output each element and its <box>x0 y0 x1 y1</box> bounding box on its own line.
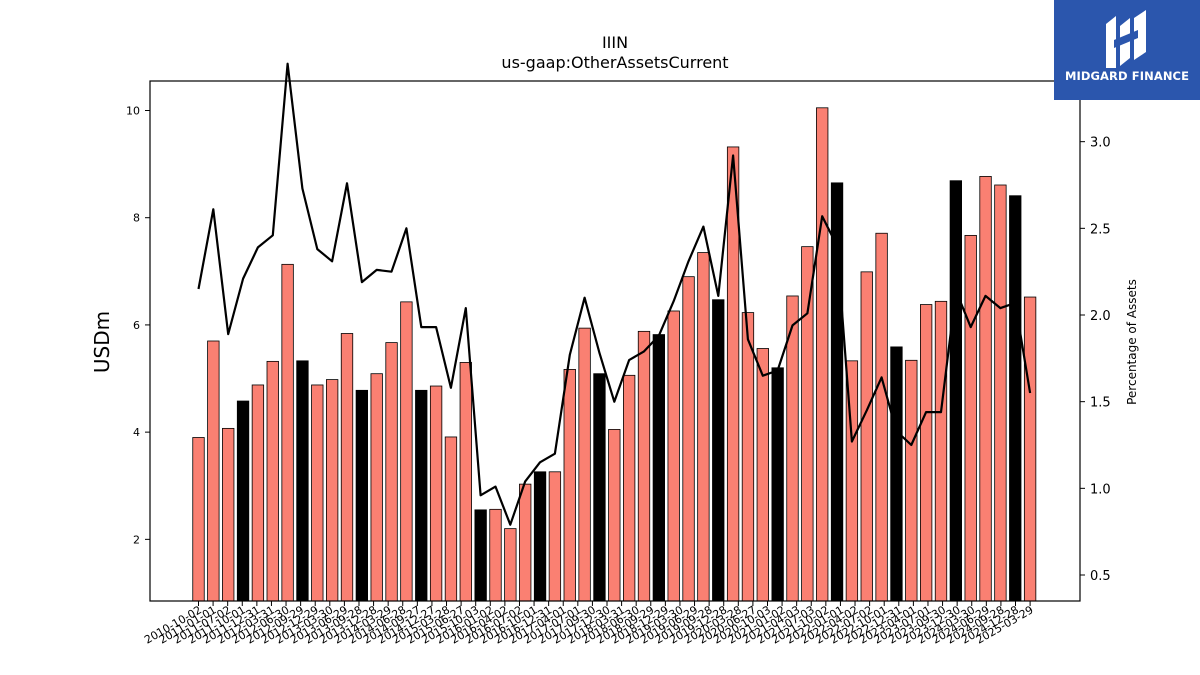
bar <box>251 384 265 602</box>
bar <box>712 299 725 602</box>
y2-tick-label: 2.5 <box>1090 222 1111 237</box>
bar <box>400 301 413 602</box>
y2-tick-label: 1.0 <box>1090 482 1111 497</box>
y-tick-label: 10 <box>126 104 140 117</box>
bar <box>593 373 606 602</box>
bar <box>994 184 1007 602</box>
bar <box>637 330 651 602</box>
bar <box>296 360 309 602</box>
bar <box>1023 296 1037 602</box>
bar <box>474 509 487 602</box>
bar <box>222 427 235 602</box>
y-tick-label: 2 <box>133 533 140 546</box>
bar <box>741 312 755 602</box>
bar <box>934 300 948 602</box>
bar <box>459 362 472 602</box>
bar <box>429 385 443 602</box>
bar <box>756 348 769 602</box>
axes: 2468100.51.01.52.02.53.02010-10-022011-0… <box>126 80 1111 647</box>
bar <box>489 508 502 602</box>
bar <box>801 246 814 602</box>
bar <box>385 342 398 602</box>
bar <box>905 359 918 602</box>
bar <box>325 379 339 602</box>
plot-frame <box>149 80 1081 602</box>
chart-subtitle: us-gaap:OtherAssetsCurrent <box>501 53 728 72</box>
bar <box>949 180 962 602</box>
bar <box>340 333 354 602</box>
bar <box>860 271 873 602</box>
bar <box>979 176 992 602</box>
bar <box>281 263 294 602</box>
brand-logo: MIDGARD FINANCE <box>1054 0 1200 100</box>
bar <box>207 340 220 602</box>
y-tick-label: 8 <box>133 212 140 225</box>
bar <box>415 389 428 602</box>
bar <box>890 346 903 602</box>
bar <box>964 234 977 602</box>
bar <box>370 373 383 602</box>
percentage-line <box>197 62 1032 526</box>
bar <box>816 107 829 602</box>
y2-tick-label: 3.0 <box>1090 136 1111 151</box>
bar <box>875 232 888 602</box>
y-tick-label: 6 <box>133 319 140 332</box>
bar <box>623 374 636 602</box>
bar <box>519 483 532 602</box>
bar-series <box>192 107 1037 602</box>
bar <box>533 471 547 602</box>
bar <box>548 471 562 602</box>
bar <box>920 304 933 602</box>
bar <box>236 400 250 602</box>
bar <box>1009 195 1022 602</box>
bar <box>504 528 517 602</box>
bar <box>771 367 784 602</box>
bar <box>355 389 369 602</box>
bar <box>444 436 458 602</box>
y2-tick-label: 1.5 <box>1090 396 1111 411</box>
bar <box>192 437 205 602</box>
y-axis-label: USDm <box>90 311 114 373</box>
bar <box>697 252 710 602</box>
y2-tick-label: 0.5 <box>1090 569 1111 584</box>
brand-name: MIDGARD FINANCE <box>1064 69 1190 83</box>
bar <box>652 334 665 602</box>
bar <box>786 295 799 602</box>
y2-tick-label: 2.0 <box>1090 309 1111 324</box>
bar <box>682 276 695 602</box>
bar <box>667 310 680 602</box>
y-tick-label: 4 <box>133 426 140 439</box>
bar <box>311 384 324 602</box>
chart-title: IIIN <box>602 33 628 52</box>
y2-axis-label: Percentage of Assets <box>1125 279 1139 405</box>
bar <box>608 429 621 602</box>
line-series <box>197 62 1032 526</box>
brand-mark-icon <box>1106 10 1146 68</box>
bar <box>266 360 279 602</box>
bar <box>563 369 576 602</box>
bar <box>578 327 591 602</box>
